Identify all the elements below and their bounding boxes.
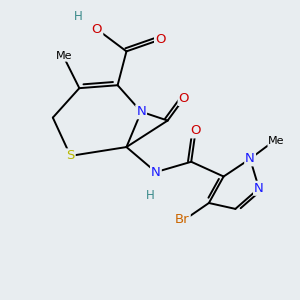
Text: O: O <box>92 23 102 36</box>
Text: N: N <box>151 166 161 178</box>
Text: H: H <box>74 10 82 22</box>
Text: N: N <box>245 152 255 165</box>
Text: Br: Br <box>175 213 190 226</box>
Text: Me: Me <box>56 51 73 61</box>
Text: H: H <box>146 189 154 202</box>
Text: S: S <box>66 149 75 162</box>
Text: O: O <box>155 33 166 46</box>
Text: Me: Me <box>268 136 285 146</box>
Text: O: O <box>190 124 201 137</box>
Text: O: O <box>178 92 189 105</box>
Text: N: N <box>254 182 264 195</box>
Text: N: N <box>136 105 146 118</box>
